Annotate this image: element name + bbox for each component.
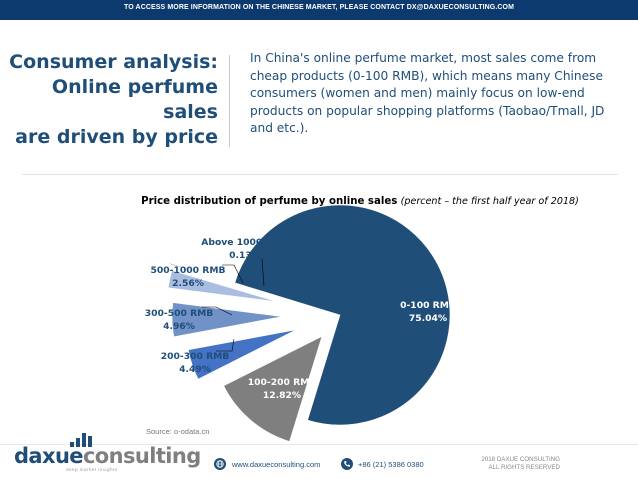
pie-slice-500-1000-rmb: [167, 270, 278, 303]
page-headline: Consumer analysis: Online perfume sales …: [6, 50, 218, 150]
leader-line-500-1000-rmb: [222, 264, 244, 284]
logo-mark-icon: [70, 433, 96, 447]
phone-icon: [341, 458, 353, 470]
website-link[interactable]: www.daxueconsulting.com: [232, 460, 321, 469]
copyright: 2018 DAXUE CONSULTING ALL RIGHTS RESERVE…: [470, 456, 560, 472]
chart-title-block: Price distribution of perfume by online …: [140, 193, 580, 210]
leader-line-above-1000-rmb: [261, 258, 265, 287]
leader-line-200-300-rmb: [216, 338, 235, 352]
pie-slice-0-100-rmb: [234, 204, 451, 426]
pie-slice-above-1000-rmb: [169, 262, 275, 296]
slice-label-100-200-rmb: 100-200 RMB 12.82%: [248, 377, 317, 401]
top-banner: TO ACCESS MORE INFORMATION ON THE CHINES…: [0, 0, 638, 20]
globe-icon: [214, 458, 226, 470]
intro-paragraph: In China's online perfume market, most s…: [250, 51, 605, 135]
chart-source: Source: o-odata.cn: [146, 427, 210, 436]
leader-line-300-500-rmb: [202, 306, 233, 316]
slice-label-200-300-rmb: 200-300 RMB 4.49%: [161, 351, 230, 375]
copyright-line-1: 2018 DAXUE CONSULTING: [481, 456, 560, 463]
slice-label-300-500-rmb: 300-500 RMB 4.96%: [145, 308, 214, 332]
slice-label-above-1000-rmb: Above 1000 RMB 0.13%: [201, 237, 288, 261]
banner-text: TO ACCESS MORE INFORMATION ON THE CHINES…: [123, 4, 515, 11]
logo-text-consulting: consulting: [82, 444, 201, 468]
vertical-divider: [229, 55, 230, 147]
headline-line-2: Online perfume sales: [51, 76, 218, 123]
pie-slice-100-200-rmb: [223, 335, 323, 442]
slice-label-500-1000-rmb: 500-1000 RMB 2.56%: [151, 265, 226, 289]
logo-text-daxue: daxue: [14, 444, 84, 468]
phone-number[interactable]: +86 (21) 5386 0380: [358, 460, 424, 469]
footer-divider: [0, 444, 638, 445]
pie-slice-300-500-rmb: [171, 302, 283, 338]
copyright-line-2: ALL RIGHTS RESERVED: [488, 464, 560, 471]
section-divider: [22, 174, 618, 175]
company-logo[interactable]: daxueconsulting: [14, 444, 201, 468]
logo-tagline: deep market insights: [66, 467, 118, 472]
chart-subtitle: (percent – the first half year of 2018): [400, 196, 579, 207]
headline-line-3: are driven by price: [15, 126, 218, 148]
pie-slice-200-300-rmb: [187, 329, 297, 380]
slice-label-0-100-rmb: 0-100 RMB 75.04%: [400, 300, 456, 324]
chart-title: Price distribution of perfume by online …: [141, 196, 398, 207]
headline-line-1: Consumer analysis:: [9, 51, 218, 73]
